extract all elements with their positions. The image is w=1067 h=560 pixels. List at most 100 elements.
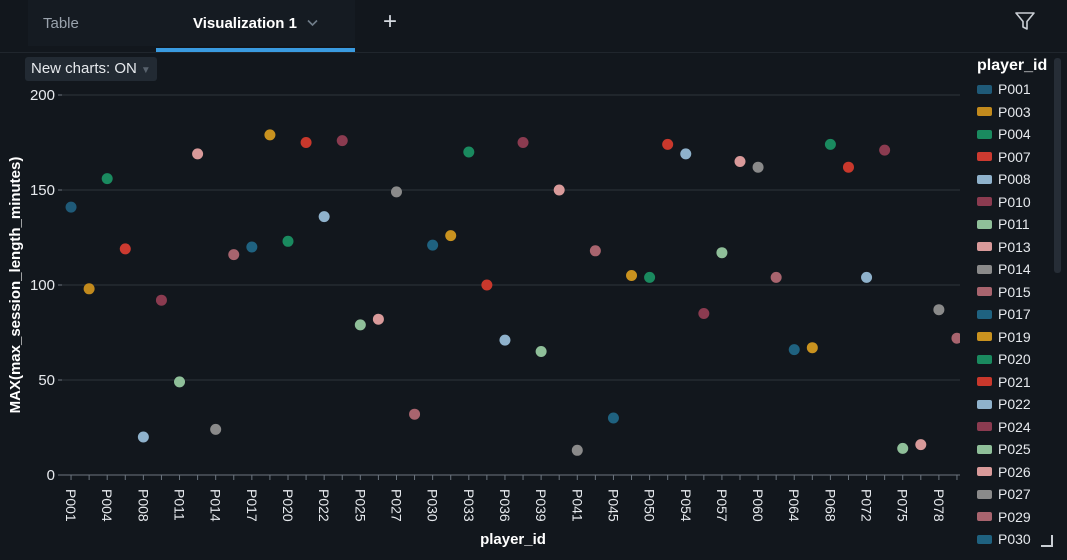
data-point-p057[interactable] <box>716 247 728 259</box>
new-charts-toggle[interactable]: New charts: ON ▼ <box>25 57 157 81</box>
y-axis-ticks: 0 50 100 150 200 <box>30 87 62 484</box>
data-point-p054[interactable] <box>680 148 692 160</box>
chevron-down-icon: ▼ <box>140 65 151 76</box>
data-point-p024[interactable] <box>336 135 348 147</box>
data-point-p050[interactable] <box>644 271 656 283</box>
filter-icon[interactable] <box>1014 10 1040 36</box>
data-point-p066[interactable] <box>806 342 818 354</box>
data-point-p008[interactable] <box>137 431 149 443</box>
data-point-p027[interactable] <box>390 186 402 198</box>
legend-item-p007[interactable]: P007 <box>977 146 1031 169</box>
data-point-p004[interactable] <box>101 173 113 185</box>
legend-label: P021 <box>998 373 1031 390</box>
legend-item-p008[interactable]: P008 <box>977 168 1031 191</box>
data-point-p064[interactable] <box>788 344 800 356</box>
data-point-p052[interactable] <box>662 138 674 150</box>
data-point-p034[interactable] <box>481 279 493 291</box>
legend-swatch <box>977 512 992 522</box>
data-point-p073[interactable] <box>879 144 891 156</box>
active-tab-indicator <box>156 48 355 52</box>
legend-swatch <box>977 444 992 454</box>
data-point-p030[interactable] <box>427 239 439 251</box>
data-point-p013[interactable] <box>192 148 204 160</box>
data-point-p001[interactable] <box>65 201 77 213</box>
data-point-p047[interactable] <box>626 270 638 281</box>
tab-table[interactable]: Table <box>28 0 156 46</box>
data-point-p060[interactable] <box>752 161 764 173</box>
tab-visualization-label: Visualization 1 <box>193 14 297 32</box>
data-point-p019[interactable] <box>264 129 276 141</box>
data-point-p037[interactable] <box>517 137 529 148</box>
data-point-p025[interactable] <box>354 319 366 331</box>
data-point-p058[interactable] <box>734 156 746 167</box>
legend-swatch <box>977 332 992 342</box>
legend: P001 P003 P004 P007 P008 P010 P011 P013 P014 P015… <box>977 78 1031 551</box>
data-point-p041[interactable] <box>571 444 583 456</box>
y-tick-label: 0 <box>47 467 55 484</box>
x-tick-label: P014 <box>208 489 224 522</box>
legend-item-p027[interactable]: P027 <box>977 483 1031 506</box>
data-point-p045[interactable] <box>607 412 619 424</box>
legend-item-p026[interactable]: P026 <box>977 461 1031 484</box>
data-point-p039[interactable] <box>535 346 547 357</box>
legend-item-p003[interactable]: P003 <box>977 101 1031 124</box>
data-point-p029[interactable] <box>409 408 421 420</box>
chevron-down-icon[interactable] <box>307 16 318 30</box>
data-point-p014[interactable] <box>210 423 222 435</box>
data-point-p055[interactable] <box>698 308 710 319</box>
legend-item-p022[interactable]: P022 <box>977 393 1031 416</box>
legend-item-p020[interactable]: P020 <box>977 348 1031 371</box>
x-tick-label: P041 <box>569 489 585 522</box>
x-axis-label: player_id <box>480 531 546 548</box>
legend-item-p017[interactable]: P017 <box>977 303 1031 326</box>
data-point-p078[interactable] <box>933 304 945 316</box>
data-point-p022[interactable] <box>318 211 330 223</box>
legend-label: P029 <box>998 508 1031 525</box>
data-point-p036[interactable] <box>499 334 511 346</box>
y-tick-label: 150 <box>30 182 55 199</box>
legend-item-p029[interactable]: P029 <box>977 506 1031 529</box>
data-point-p062[interactable] <box>770 271 782 283</box>
legend-item-p014[interactable]: P014 <box>977 258 1031 281</box>
data-point-p026[interactable] <box>372 313 384 325</box>
legend-scrollbar[interactable] <box>1054 58 1061 273</box>
legend-item-p011[interactable]: P011 <box>977 213 1031 236</box>
legend-item-p015[interactable]: P015 <box>977 281 1031 304</box>
legend-swatch <box>977 354 992 364</box>
legend-item-p004[interactable]: P004 <box>977 123 1031 146</box>
data-point-p015[interactable] <box>228 249 240 261</box>
data-point-p076[interactable] <box>915 439 927 451</box>
data-point-p040[interactable] <box>553 184 565 196</box>
y-tick-label: 100 <box>30 277 55 294</box>
legend-swatch <box>977 377 992 387</box>
legend-item-p010[interactable]: P010 <box>977 191 1031 214</box>
data-point-p031[interactable] <box>445 230 457 242</box>
data-point-p068[interactable] <box>824 138 836 150</box>
data-point-p070[interactable] <box>842 161 854 173</box>
data-point-p072[interactable] <box>861 271 873 283</box>
legend-item-p025[interactable]: P025 <box>977 438 1031 461</box>
data-point-p011[interactable] <box>174 376 186 388</box>
data-point-p010[interactable] <box>155 294 167 306</box>
add-tab-button[interactable]: + <box>378 8 402 36</box>
data-point-p007[interactable] <box>119 243 131 255</box>
tab-visualization-1[interactable]: Visualization 1 <box>156 0 355 46</box>
legend-item-p019[interactable]: P019 <box>977 326 1031 349</box>
legend-item-p024[interactable]: P024 <box>977 416 1031 439</box>
data-point-p020[interactable] <box>282 235 294 247</box>
data-point-p075[interactable] <box>897 442 909 454</box>
x-tick-label: P033 <box>461 489 477 522</box>
data-point-p043[interactable] <box>589 245 601 257</box>
data-point-p033[interactable] <box>463 146 475 158</box>
data-point-p017[interactable] <box>246 241 258 253</box>
data-point-p003[interactable] <box>83 283 95 295</box>
legend-item-p001[interactable]: P001 <box>977 78 1031 101</box>
legend-item-p013[interactable]: P013 <box>977 236 1031 259</box>
data-point-p079[interactable] <box>951 332 960 344</box>
legend-item-p030[interactable]: P030 <box>977 528 1031 551</box>
x-tick-label: P017 <box>244 489 260 522</box>
data-points <box>65 129 960 456</box>
data-point-p021[interactable] <box>300 137 312 148</box>
legend-item-p021[interactable]: P021 <box>977 371 1031 394</box>
resize-handle-icon[interactable] <box>1041 535 1053 547</box>
